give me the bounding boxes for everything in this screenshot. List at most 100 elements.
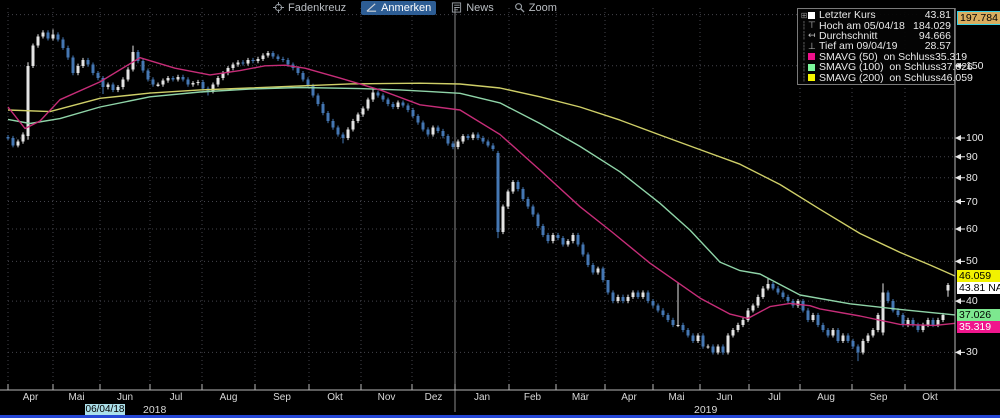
candle-body [476, 134, 480, 138]
legend-marker-icon: ↤ [808, 30, 816, 41]
news-icon [451, 2, 462, 13]
candle-body [596, 268, 600, 273]
candle-body [386, 99, 390, 105]
month-label: Apr [22, 392, 39, 403]
candle-body [531, 206, 535, 215]
toolbar-button-label: Fadenkreuz [288, 1, 347, 14]
candle-body [381, 95, 385, 100]
crosshair-date-badge: 06/04/18 [85, 404, 125, 416]
month-label: Okt [922, 392, 938, 403]
candle-body [211, 84, 215, 92]
legend-label: Hoch am 05/04/18 [819, 19, 905, 32]
candle-body [201, 81, 205, 89]
candle-body [441, 131, 445, 137]
candle-body [466, 136, 470, 138]
candle-body [121, 79, 125, 88]
candle-body [71, 57, 75, 74]
price-tick-label: 80 [966, 171, 978, 184]
candle-body [746, 310, 750, 320]
candle-body [311, 85, 315, 96]
candle-body [431, 127, 435, 135]
candle-body [366, 99, 370, 109]
candle-body [446, 136, 450, 144]
candle-body [656, 305, 660, 311]
candle-body [346, 129, 350, 138]
candle-body [301, 73, 305, 80]
candle-body [606, 280, 610, 293]
candle-body [216, 78, 220, 85]
month-label: Jun [116, 392, 134, 403]
candle-body [86, 59, 90, 65]
legend-row[interactable]: ┆ ↤ Durchschnitt 94.666 [800, 30, 951, 42]
candle-body [491, 145, 495, 150]
toolbar-button-label: Anmerken [381, 1, 432, 14]
candle-body [221, 73, 225, 79]
crosshair-icon [273, 2, 284, 13]
month-label: Nov [377, 392, 396, 403]
candle-body [336, 127, 340, 135]
candle-body [621, 296, 625, 302]
candle-body [461, 136, 465, 142]
price-tick-label: 90 [966, 150, 978, 163]
candle-body [916, 324, 920, 331]
fadenkreuz-button[interactable]: Fadenkreuz [268, 1, 351, 15]
candle-body [356, 114, 360, 122]
legend-swatch [808, 11, 815, 19]
month-label: Mai [68, 392, 85, 403]
candle-body [721, 346, 725, 353]
candle-body [241, 62, 245, 64]
zoom-button[interactable]: Zoom [509, 1, 562, 15]
price-tick-label: 150 [966, 59, 984, 72]
price-tick-label: 100 [966, 132, 984, 144]
legend-expander-icon[interactable]: ⊞ [800, 10, 808, 20]
candle-body [106, 84, 110, 88]
candle-body [296, 68, 300, 74]
magnifier-icon [514, 2, 525, 13]
legend-swatch [808, 53, 815, 61]
price-tick-marker [955, 298, 965, 305]
month-label: Jul [768, 392, 781, 403]
price-tick-marker [955, 198, 965, 205]
candle-body [706, 346, 710, 348]
anmerken-button[interactable]: Anmerken [361, 0, 437, 15]
legend-row[interactable]: ┆ ⊤ Hoch am 05/04/18 184.029 [800, 19, 951, 32]
candle-body [451, 143, 455, 148]
candle-body [756, 296, 760, 306]
candle-body [801, 301, 805, 311]
candle-body [711, 346, 715, 353]
candle-body [931, 319, 935, 325]
candle-body [906, 319, 910, 325]
candle-body [671, 319, 675, 325]
legend-row[interactable]: ⊞ Letzter Kurs 43.81 [800, 9, 951, 21]
candle-body [506, 191, 510, 207]
candle-body [796, 301, 800, 306]
legend-row[interactable]: ┆ SMAVG (100) on Schluss 37.026 [800, 61, 973, 73]
candle-body [891, 301, 895, 311]
candle-body [226, 68, 230, 74]
candle-body [816, 315, 820, 325]
candle-body [811, 315, 815, 320]
price-tick-marker [955, 174, 965, 181]
candle-body [166, 78, 170, 81]
candle-body [236, 62, 240, 65]
candle-body [21, 134, 25, 142]
legend-row[interactable]: ┆ SMAVG (200) on Schluss 46.059 [800, 72, 973, 84]
candle-body [496, 152, 500, 232]
candle-body [326, 113, 330, 122]
candle-body [726, 335, 730, 353]
candle-body [576, 234, 580, 245]
legend-row[interactable]: ┆ SMAVG (50) on Schluss 35.319 [800, 51, 967, 63]
candle-body [511, 182, 515, 192]
candle-body [786, 296, 790, 302]
legend-row[interactable]: ┆ ⊥ Tief am 09/04/19 28.57 [800, 40, 951, 53]
price-tick-marker [955, 349, 965, 356]
angle-icon [366, 2, 377, 13]
candle-body [846, 335, 850, 341]
month-label: Okt [327, 392, 343, 403]
candle-body [691, 335, 695, 341]
news-button[interactable]: News [446, 1, 499, 15]
legend-value: 28.57 [924, 40, 951, 53]
candle-body [561, 238, 565, 245]
candle-body [876, 315, 880, 331]
